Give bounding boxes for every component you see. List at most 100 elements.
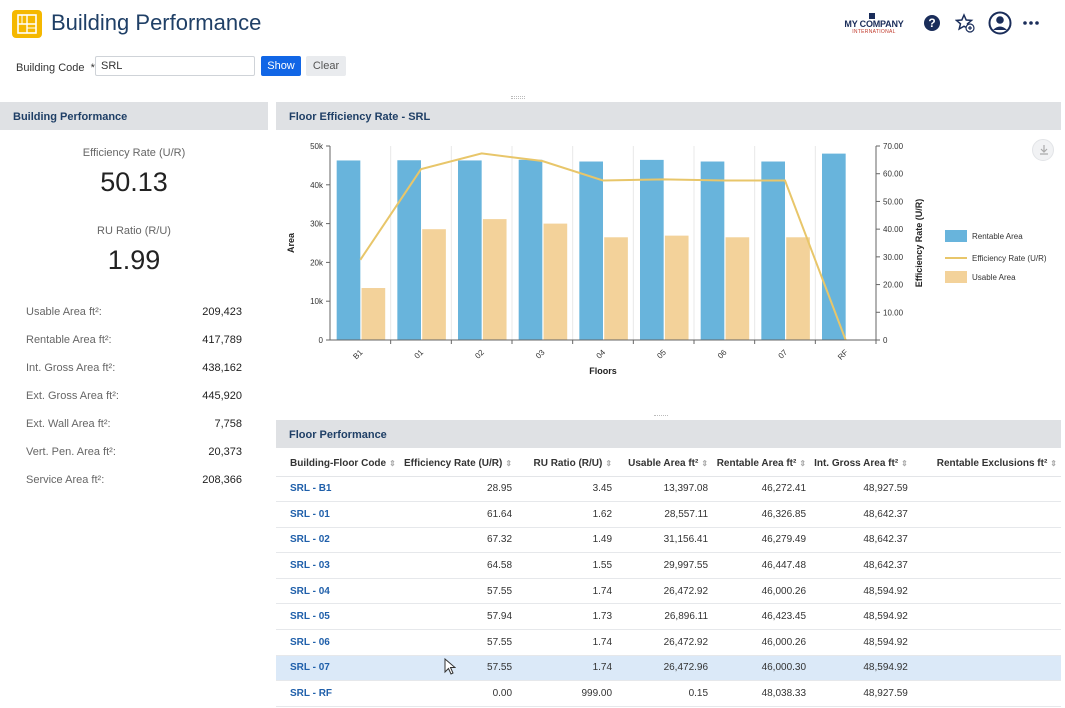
column-header[interactable]: RU Ratio (R/U) ⇕ xyxy=(516,452,617,477)
floor-code-link[interactable]: SRL - B1 xyxy=(276,476,400,503)
table-cell: 3.45 xyxy=(516,476,617,503)
table-row[interactable]: SRL - 06 57.55 1.74 26,472.92 46,000.26 48,59… xyxy=(276,629,1061,656)
y2-tick-label: 10.00 xyxy=(883,308,904,317)
building-code-input[interactable] xyxy=(95,56,255,76)
download-icon[interactable] xyxy=(1032,139,1054,161)
floor-code-link[interactable]: SRL - 06 xyxy=(276,629,400,656)
usable-area-bar xyxy=(604,237,628,340)
table-cell: 46,000.26 xyxy=(712,629,811,656)
table-row[interactable]: SRL - 07 57.55 1.74 26,472.96 46,000.30 48,59… xyxy=(276,655,1061,682)
rentable-area-bar xyxy=(822,153,846,340)
table-cell: 57.55 xyxy=(400,629,517,656)
legend-label: Efficiency Rate (U/R) xyxy=(972,254,1047,263)
table-cell: 1.74 xyxy=(516,578,617,605)
table-row[interactable]: SRL - RF 0.00 999.00 0.15 48,038.33 48,927.59 xyxy=(276,680,1061,707)
more-options-icon[interactable] xyxy=(1021,13,1041,33)
table-header-row: Building-Floor Code ⇕ Efficiency Rate (U/… xyxy=(276,452,1061,477)
table-cell: 1.74 xyxy=(516,655,617,682)
rentable-area-bar xyxy=(579,161,603,340)
ru-ratio-value: 1.99 xyxy=(107,245,161,275)
table-cell: 46,279.49 xyxy=(712,527,811,554)
floor-code-link[interactable]: SRL - 07 xyxy=(276,655,400,682)
column-header[interactable]: Rentable Exclusions ft² ⇕ xyxy=(911,452,1061,477)
table-cell xyxy=(911,603,1061,631)
stat-row: Usable Area ft²: 209,423 xyxy=(26,306,242,318)
stat-row: Int. Gross Area ft²: 438,162 xyxy=(26,362,242,374)
y-tick-label: 10k xyxy=(310,297,324,306)
table-cell xyxy=(911,655,1061,682)
x-tick-label: 07 xyxy=(777,347,790,360)
user-avatar-icon[interactable] xyxy=(988,11,1012,35)
table-cell: 57.55 xyxy=(400,655,517,682)
stat-row: Ext. Wall Area ft²: 7,758 xyxy=(26,418,242,430)
table-cell: 26,896.11 xyxy=(616,603,713,631)
legend-swatch-rentable xyxy=(945,230,967,242)
floor-code-link[interactable]: SRL - 02 xyxy=(276,527,400,554)
usable-area-bar xyxy=(786,237,810,340)
table-cell: 28.95 xyxy=(400,476,517,503)
page-title: Building Performance xyxy=(51,10,262,35)
table-row[interactable]: SRL - 01 61.64 1.62 28,557.11 46,326.85 48,64… xyxy=(276,501,1061,528)
table-cell xyxy=(911,680,1061,707)
table-cell xyxy=(911,629,1061,656)
favorites-add-icon[interactable] xyxy=(954,13,975,33)
table-cell: 48,642.37 xyxy=(810,527,912,554)
column-header[interactable]: Int. Gross Area ft² ⇕ xyxy=(810,452,912,477)
y-axis-title: Area xyxy=(286,232,296,253)
floor-code-link[interactable]: SRL - 01 xyxy=(276,501,400,528)
table-cell: 48,594.92 xyxy=(810,655,912,682)
x-tick-label: RF xyxy=(836,348,850,362)
table-cell: 46,000.30 xyxy=(712,655,811,682)
legend-label: Usable Area xyxy=(972,273,1016,282)
floor-efficiency-chart-panel: 0 10k 20k 30k 40k 50k 0 10.00 20.00 30.00 40.00 50.… xyxy=(276,130,1061,415)
table-row[interactable]: SRL - 05 57.94 1.73 26,896.11 46,423.45 48,59… xyxy=(276,603,1061,631)
clear-button[interactable]: Clear xyxy=(306,56,346,76)
table-cell: 46,000.26 xyxy=(712,578,811,605)
table-cell: 46,272.41 xyxy=(712,476,811,503)
x-tick-label: 06 xyxy=(716,347,729,360)
floor-code-link[interactable]: SRL - RF xyxy=(276,680,400,707)
table-cell: 46,447.48 xyxy=(712,552,811,579)
column-header[interactable]: Rentable Area ft² ⇕ xyxy=(712,452,811,477)
help-icon[interactable]: ? xyxy=(922,13,942,33)
table-cell: 48,927.59 xyxy=(810,476,912,503)
y-tick-label: 30k xyxy=(310,220,324,229)
usable-area-bar xyxy=(725,237,750,340)
table-cell: 0.00 xyxy=(400,680,517,707)
usable-area-bar xyxy=(543,223,568,340)
efficiency-rate-line xyxy=(359,152,847,341)
table-row[interactable]: SRL - B1 28.95 3.45 13,397.08 46,272.41 48,92… xyxy=(276,476,1061,503)
rentable-area-bar xyxy=(458,160,482,340)
rentable-area-bar xyxy=(336,160,361,340)
table-cell: 1.73 xyxy=(516,603,617,631)
resize-handle-top[interactable] xyxy=(511,96,525,99)
table-row[interactable]: SRL - 03 64.58 1.55 29,997.55 46,447.48 48,64… xyxy=(276,552,1061,579)
stat-row: Rentable Area ft²: 417,789 xyxy=(26,334,242,346)
table-cell: 1.49 xyxy=(516,527,617,554)
floor-code-link[interactable]: SRL - 03 xyxy=(276,552,400,579)
floor-code-link[interactable]: SRL - 04 xyxy=(276,578,400,605)
column-header[interactable]: Building-Floor Code ⇕ xyxy=(276,452,400,477)
chart-panel-header: Floor Efficiency Rate - SRL xyxy=(276,102,1061,130)
efficiency-rate-label: Efficiency Rate (U/R) xyxy=(82,147,186,159)
y2-tick-label: 60.00 xyxy=(883,170,904,179)
table-cell: 28,557.11 xyxy=(616,501,713,528)
column-header[interactable]: Efficiency Rate (U/R) ⇕ xyxy=(400,452,517,477)
column-header[interactable]: Usable Area ft² ⇕ xyxy=(616,452,713,477)
floor-code-link[interactable]: SRL - 05 xyxy=(276,603,400,631)
table-row[interactable]: SRL - 02 67.32 1.49 31,156.41 46,279.49 48,64… xyxy=(276,527,1061,554)
app-grid-icon[interactable] xyxy=(12,10,42,38)
ru-ratio-label: RU Ratio (R/U) xyxy=(97,225,171,237)
rentable-area-bar xyxy=(700,161,725,340)
table-cell: 48,594.92 xyxy=(810,578,912,605)
stat-row: Vert. Pen. Area ft²: 20,373 xyxy=(26,446,242,458)
table-cell: 64.58 xyxy=(400,552,517,579)
y2-tick-label: 0 xyxy=(883,336,888,345)
y-tick-label: 50k xyxy=(310,142,324,151)
show-button[interactable]: Show xyxy=(261,56,301,76)
table-cell: 48,642.37 xyxy=(810,552,912,579)
x-tick-label: 01 xyxy=(413,347,426,360)
y2-tick-label: 20.00 xyxy=(883,281,904,290)
table-row[interactable]: SRL - 04 57.55 1.74 26,472.92 46,000.26 48,59… xyxy=(276,578,1061,605)
table-cell: 26,472.96 xyxy=(616,655,713,682)
